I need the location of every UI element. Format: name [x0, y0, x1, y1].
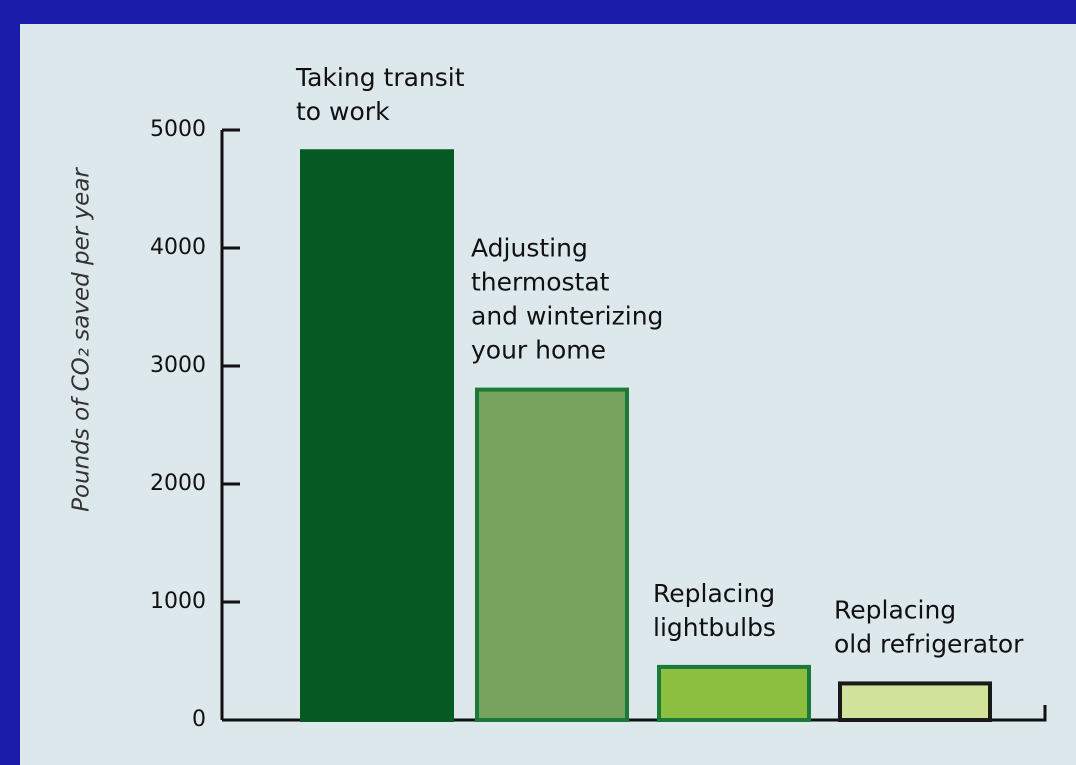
y-tick-label: 5000 [150, 117, 206, 142]
category-label-line: Taking transit [295, 63, 465, 92]
bar [838, 681, 992, 722]
bar [657, 664, 811, 723]
category-label-line: and winterizing [471, 302, 663, 331]
y-axis-label: Pounds of CO₂ saved per year [69, 167, 95, 512]
y-tick-label: 0 [192, 707, 206, 732]
category-label: Taking transit to work [295, 63, 465, 126]
category-label-line: Adjusting [471, 234, 588, 263]
category-label-line: Replacing [834, 595, 956, 624]
y-tick-label: 2000 [150, 471, 206, 496]
bar [300, 149, 454, 723]
y-tick-label: 3000 [150, 353, 206, 378]
category-label-line: Replacing [653, 579, 775, 608]
category-label-line: your home [471, 336, 606, 365]
category-label: Adjusting thermostat and winterizing your h… [471, 234, 663, 365]
category-label: Replacing old refrigerator [834, 595, 1024, 658]
category-label: Replacing lightbulbs [653, 579, 776, 642]
y-tick-label: 4000 [150, 235, 206, 260]
category-label-line: thermostat [471, 268, 610, 297]
category-label-line: lightbulbs [653, 613, 776, 642]
bar [475, 387, 629, 722]
y-tick-label: 1000 [150, 589, 206, 614]
category-label-line: to work [296, 97, 390, 126]
category-label-line: old refrigerator [834, 629, 1024, 658]
